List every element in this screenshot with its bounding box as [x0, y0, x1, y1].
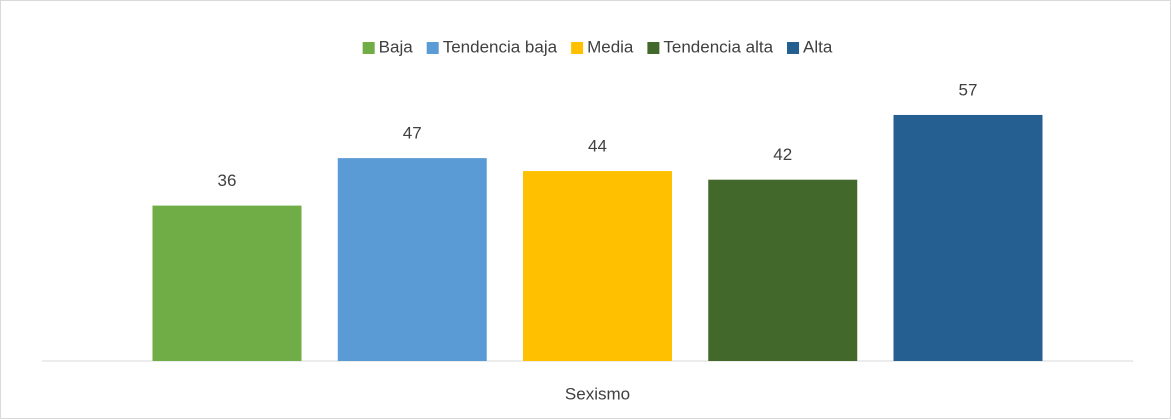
bar: [523, 171, 672, 361]
data-label: 47: [403, 124, 422, 143]
bar: [337, 158, 487, 361]
legend-label: Media: [587, 37, 634, 56]
data-label: 42: [773, 145, 792, 164]
legend-swatch: [647, 42, 660, 54]
data-label: 57: [959, 80, 978, 99]
legend-swatch: [787, 42, 800, 54]
legend-swatch: [362, 42, 375, 54]
bar: [708, 179, 858, 361]
bar: [893, 114, 1043, 361]
legend-label: Tendencia baja: [443, 37, 558, 56]
legend-swatch: [571, 42, 584, 54]
legend-label: Baja: [379, 37, 414, 56]
x-tick-label: Sexismo: [565, 384, 630, 403]
legend-label: Alta: [803, 37, 833, 56]
data-label: 44: [588, 137, 607, 156]
bar: [152, 205, 302, 361]
data-label: 36: [218, 171, 237, 190]
legend-label: Tendencia alta: [663, 37, 773, 56]
legend-swatch: [426, 42, 439, 54]
